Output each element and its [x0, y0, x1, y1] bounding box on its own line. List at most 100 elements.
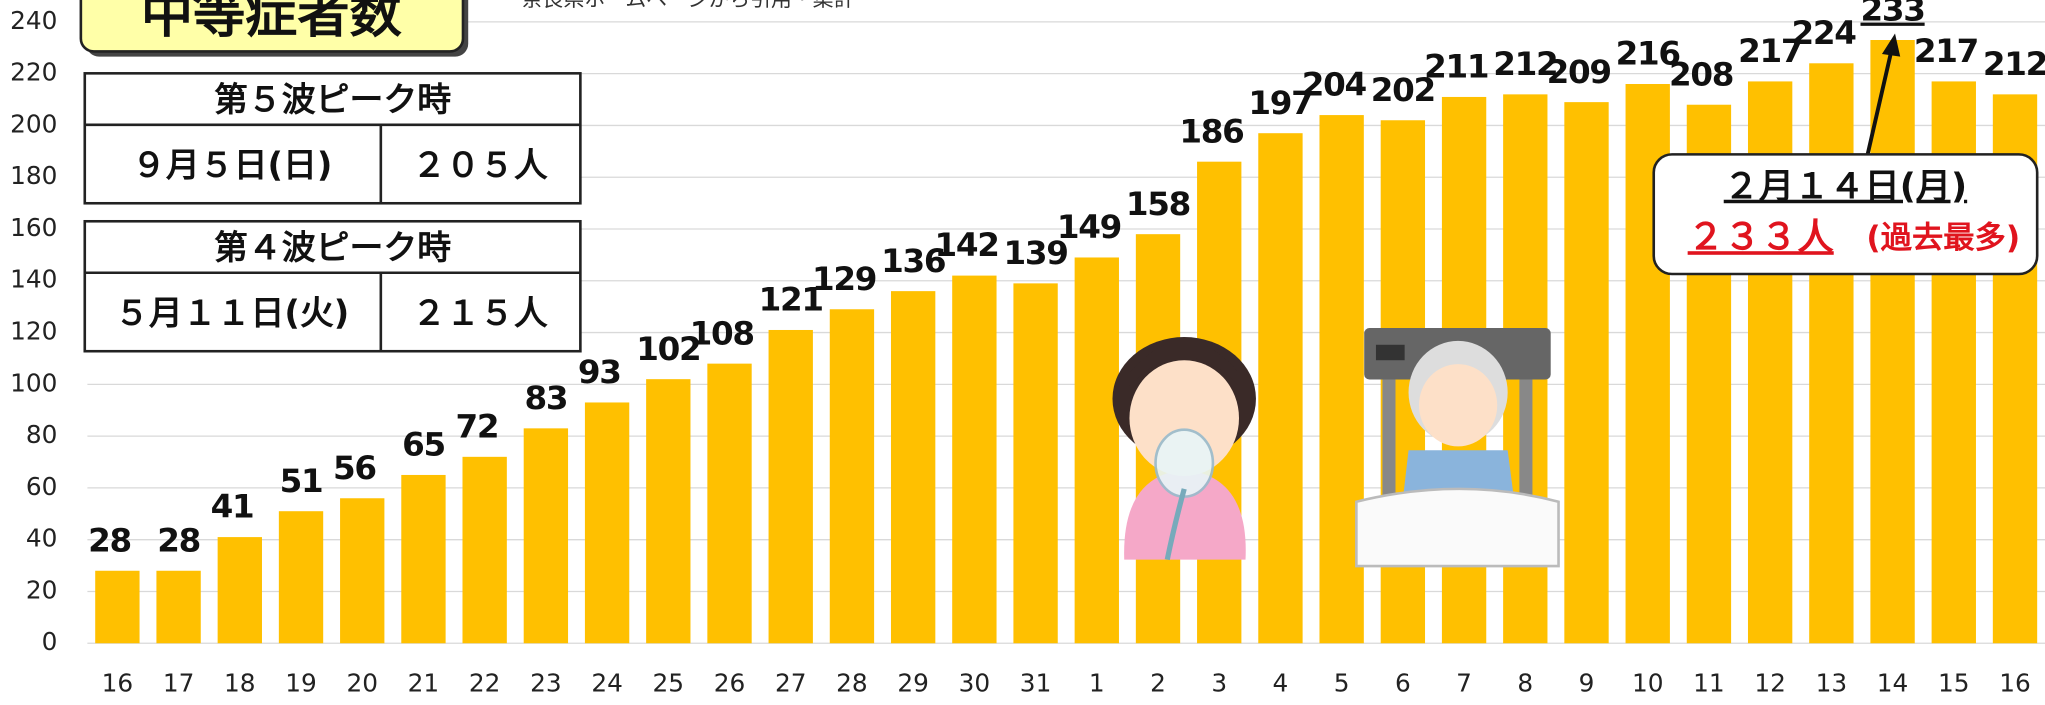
y-tick-label: 60 — [26, 472, 58, 501]
value-label: 233 — [1861, 0, 1925, 29]
value-label: 56 — [333, 449, 376, 487]
callout-arrow — [1865, 45, 1895, 155]
x-tick-label: 4 — [1273, 669, 1289, 698]
value-label: 136 — [881, 242, 945, 280]
value-label: 142 — [934, 226, 998, 264]
x-tick-label: 30 — [959, 669, 991, 698]
x-tick-label: 3 — [1211, 669, 1227, 698]
value-label: 121 — [759, 281, 823, 319]
y-tick-label: 240 — [10, 6, 57, 35]
bar — [401, 474, 446, 644]
x-tick-label: 24 — [591, 669, 623, 698]
bar — [340, 498, 385, 644]
bar — [217, 537, 262, 644]
x-tick-label: 11 — [1693, 669, 1725, 698]
x-tick-label: 26 — [714, 669, 746, 698]
bar — [829, 309, 875, 644]
value-label: 102 — [636, 330, 700, 368]
value-label: 129 — [812, 260, 876, 298]
x-tick-label: 9 — [1579, 669, 1595, 698]
chart-title: 中等症者数 — [141, 0, 402, 45]
x-tick-label: 10 — [1632, 669, 1664, 698]
x-tick-label: 29 — [897, 669, 929, 698]
value-label: 149 — [1057, 208, 1121, 246]
x-tick-label: 16 — [1999, 669, 2031, 698]
y-tick-label: 100 — [10, 368, 57, 397]
x-tick-label: 20 — [346, 669, 378, 698]
value-label: 216 — [1616, 35, 1680, 73]
title-box — [79, 0, 465, 53]
peak-date: ９月５日(日) — [132, 146, 332, 185]
x-tick-label: 23 — [530, 669, 562, 698]
x-tick-label: 27 — [775, 669, 807, 698]
value-label: 93 — [578, 353, 621, 391]
value-label: 209 — [1547, 53, 1611, 91]
y-tick-label: 120 — [10, 317, 57, 346]
bar — [462, 456, 507, 644]
bar — [1074, 257, 1119, 644]
value-label: 158 — [1126, 185, 1190, 223]
subtitle: 奈良県ホームページから引用・集計 — [522, 0, 855, 11]
peak-date: ５月１１日(火) — [115, 294, 349, 333]
patient-man — [1355, 328, 1560, 568]
x-tick-label: 2 — [1150, 669, 1166, 698]
bar — [156, 570, 201, 644]
value-label: 217 — [1738, 32, 1802, 70]
value-label: 202 — [1371, 71, 1435, 109]
value-label: 197 — [1248, 84, 1312, 122]
bar — [278, 511, 324, 644]
bar — [1564, 102, 1609, 644]
y-tick-label: 140 — [10, 265, 57, 294]
x-tick-label: 15 — [1938, 669, 1970, 698]
peak-count: ２１５人 — [412, 294, 548, 333]
x-tick-label: 31 — [1020, 669, 1052, 698]
callout-date: ２月１４日(月) — [1724, 167, 1967, 207]
x-tick-label: 21 — [408, 669, 440, 698]
bar — [584, 402, 630, 644]
bar — [890, 291, 936, 644]
peak-heading: 第４波ピーク時 — [214, 228, 451, 267]
value-label: 212 — [1983, 45, 2045, 83]
x-tick-label: 22 — [469, 669, 501, 698]
value-label: 186 — [1179, 113, 1243, 151]
y-tick-label: 40 — [26, 524, 58, 553]
arrow-head — [1881, 33, 1901, 57]
x-tick-label: 18 — [224, 669, 256, 698]
y-tick-label: 220 — [10, 58, 57, 87]
x-tick-label: 28 — [836, 669, 868, 698]
value-label: 28 — [88, 522, 131, 560]
bar — [1258, 133, 1303, 644]
value-label: 211 — [1424, 48, 1488, 86]
value-label: 65 — [402, 426, 445, 464]
value-label: 72 — [455, 408, 498, 446]
value-label: 83 — [524, 379, 567, 417]
bar — [952, 275, 997, 644]
callout-box — [1652, 153, 2039, 276]
y-tick-label: 20 — [26, 576, 58, 605]
bar — [646, 379, 691, 644]
y-tick-label: 80 — [26, 420, 58, 449]
value-label: 28 — [157, 522, 200, 560]
peak-box — [83, 72, 582, 353]
value-label: 204 — [1302, 66, 1367, 104]
value-label: 108 — [690, 314, 754, 352]
value-label: 41 — [211, 488, 254, 526]
x-tick-label: 16 — [102, 669, 134, 698]
y-tick-label: 160 — [10, 213, 57, 242]
peak-count: ２０５人 — [412, 146, 548, 185]
x-tick-label: 13 — [1816, 669, 1848, 698]
y-tick-label: 0 — [42, 627, 58, 656]
bar — [1013, 283, 1058, 644]
x-tick-label: 1 — [1089, 669, 1105, 698]
bar — [95, 570, 140, 644]
x-tick-label: 14 — [1877, 669, 1909, 698]
x-tick-label: 6 — [1395, 669, 1411, 698]
bar — [1870, 39, 1915, 644]
bar — [523, 428, 569, 644]
callout-count: ２３３人 — [1688, 215, 1835, 258]
value-label: 224 — [1791, 14, 1856, 52]
value-label: 212 — [1493, 45, 1557, 83]
patient-woman — [1112, 337, 1256, 561]
x-tick-label: 19 — [285, 669, 317, 698]
